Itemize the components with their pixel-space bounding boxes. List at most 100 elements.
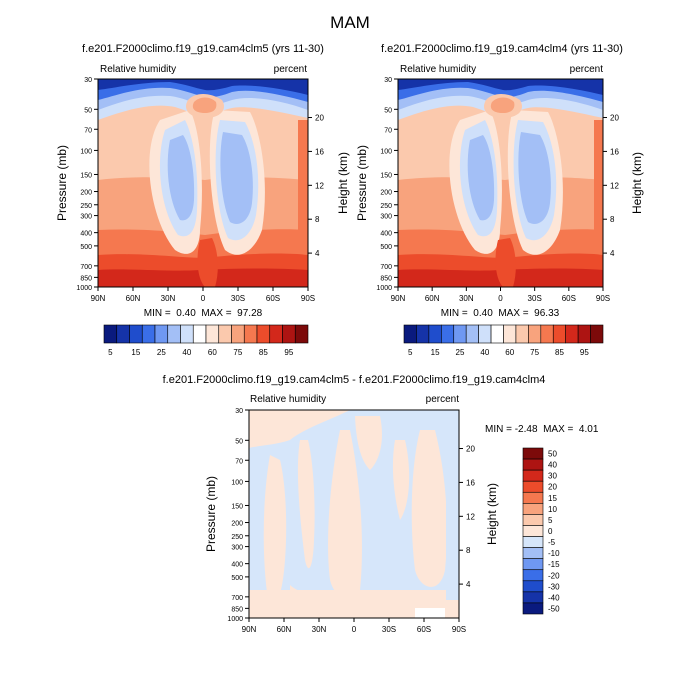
panel-diff-colorbar-swatch [522,447,544,460]
panel-2-pressure-tick-label: 200 [380,190,392,197]
panel-1-colorbar-swatch [243,324,258,344]
panel-diff-colorbar-label: 50 [548,450,557,459]
panel-2-colorbar-swatch [540,324,554,344]
panel-2-colorbar-swatch [403,324,417,344]
panel-2-colorbar-swatch [515,324,529,344]
panel-diff-pressure-tick-label: 70 [235,458,243,465]
panel-2-pressure-tick-label: 300 [380,214,392,221]
panel-2-pressure-tick-label: 850 [380,275,392,282]
panel-2-colorbar-swatch [552,324,566,344]
panel-2-height-tick-label: 8 [610,215,615,224]
panel-2: f.e201.F2000climo.f19_g19.cam4clm4 (yrs … [355,43,644,357]
panel-diff-colorbar-swatch [522,503,544,515]
panel-1-colorbar-label: 25 [157,348,166,357]
panel-diff-colorbar-label: -20 [548,571,560,580]
panel-diff-colorbar-label: 10 [548,505,557,514]
panel-2-min-max: MIN = 0.40 MAX = 96.33 [441,308,560,319]
panel-1-pressure-tick-label: 400 [80,231,92,238]
panel-2-left-label: Relative humidity [400,64,476,75]
panel-diff-colorbar-label: 0 [548,527,553,536]
panel-1-pressure-tick-label: 70 [84,127,92,134]
panel-2-colorbar-label: 40 [480,348,489,357]
panel-2-colorbar-label: 25 [456,348,465,357]
panel-diff-colorbar-swatch [522,525,544,537]
panel-2-pressure-tick-label: 250 [380,203,392,210]
panel-2-colorbar-swatch [590,324,604,344]
panel-diff-colorbar-swatch [522,536,544,548]
panel-1-left-label: Relative humidity [100,64,176,75]
panel-1-contour-field [98,79,308,287]
panel-diff-x-tick-label: 0 [352,625,357,634]
panel-diff-colorbar-label: 5 [548,516,553,525]
panel-diff-height-tick-label: 20 [466,445,475,454]
panel-1-colorbar-swatch [192,324,207,344]
panel-1-axes: 90N 60N 30N 0 30S 60S 90S 30 50 70 100 150 200 250 300… [76,77,324,303]
panel-diff-colorbar-label: -40 [548,593,560,602]
panel-diff-axes: 90N 60N 30N 0 30S 60S 90S 30 50 70 100 150 200 250 300… [227,408,475,634]
panel-2-pressure-tick-label: 400 [380,231,392,238]
panel-1-colorbar-swatch [167,324,181,344]
panel-diff-colorbar-swatch [522,480,544,493]
panel-1-colorbar-label: 15 [131,348,140,357]
panel-diff-pressure-tick-label: 1000 [227,616,243,623]
panel-1-x-tick-label: 60S [266,294,280,303]
panel-diff-x-tick-label: 60N [277,625,292,634]
panel-1-pressure-tick-label: 150 [80,172,92,179]
panel-1-pressure-tick-label: 1000 [76,285,92,292]
panel-1-x-tick-label: 30N [161,294,176,303]
panel-diff-colorbar-swatch [522,602,544,615]
panel-diff-colorbar-label: 30 [548,472,557,481]
panel-2-colorbar-label: 95 [580,348,589,357]
panel-1: f.e201.F2000climo.f19_g19.cam4clm5 (yrs … [55,43,350,357]
panel-2-x-tick-label: 60S [562,294,576,303]
panel-2-colorbar-label: 15 [431,348,440,357]
panel-1-colorbar-swatch [103,324,118,344]
panel-diff-right-label: percent [426,394,460,405]
panel-1-colorbar-label: 60 [208,348,217,357]
panel-diff-height-tick-label: 4 [466,580,471,589]
panel-2-colorbar-swatch [478,324,492,344]
panel-diff-colorbar-swatch [522,580,544,593]
panel-1-colorbar-label: 85 [259,348,268,357]
figure-title: MAM [330,13,370,32]
panel-diff-pressure-tick-label: 400 [231,562,243,569]
panel-diff: f.e201.F2000climo.f19_g19.cam4clm5 - f.e… [163,374,599,634]
panel-1-pressure-tick-label: 250 [80,203,92,210]
panel-2-x-tick-label: 60N [425,294,440,303]
panel-1-x-tick-label: 90S [301,294,315,303]
panel-2-x-tick-label: 90S [596,294,610,303]
panel-2-y2label: Height (km) [630,152,644,214]
panel-2-pressure-tick-label: 50 [384,107,392,114]
panel-diff-x-tick-label: 60S [417,625,431,634]
panel-1-colorbar-label: 95 [284,348,293,357]
panel-diff-colorbar-label: -30 [548,582,560,591]
panel-1-pressure-tick-label: 300 [80,214,92,221]
panel-diff-title: f.e201.F2000climo.f19_g19.cam4clm5 - f.e… [163,374,546,386]
panel-1-colorbar: 5 15 25 40 60 75 85 95 [103,324,309,357]
panel-1-min-max: MIN = 0.40 MAX = 97.28 [144,308,263,319]
panel-1-height-tick-label: 4 [315,249,320,258]
panel-1-pressure-tick-label: 700 [80,264,92,271]
panel-1-height-tick-label: 8 [315,215,320,224]
panel-2-colorbar-swatch [441,324,455,344]
panel-diff-x-tick-label: 90N [242,625,257,634]
panel-1-x-tick-label: 30S [231,294,245,303]
panel-diff-pressure-tick-label: 850 [231,606,243,613]
panel-diff-x-tick-label: 90S [452,625,466,634]
panel-1-pressure-tick-label: 850 [80,275,92,282]
panel-1-x-tick-label: 0 [201,294,206,303]
panel-1-pressure-tick-label: 100 [80,148,92,155]
panel-diff-colorbar-label: -50 [548,604,560,613]
panel-1-colorbar-swatch [256,324,271,344]
panel-1-height-tick-label: 16 [315,147,324,156]
panel-2-colorbar-label: 85 [555,348,564,357]
panel-diff-colorbar-label: 15 [548,494,557,503]
panel-2-colorbar-swatch [577,324,591,344]
panel-diff-y2label: Height (km) [485,483,499,545]
panel-1-colorbar-swatch [294,324,309,344]
panel-1-colorbar-swatch [116,324,130,344]
panel-1-colorbar-swatch [129,324,143,344]
panel-diff-min-max: MIN = -2.48 MAX = 4.01 [485,424,599,435]
panel-2-colorbar-swatch [490,324,504,344]
